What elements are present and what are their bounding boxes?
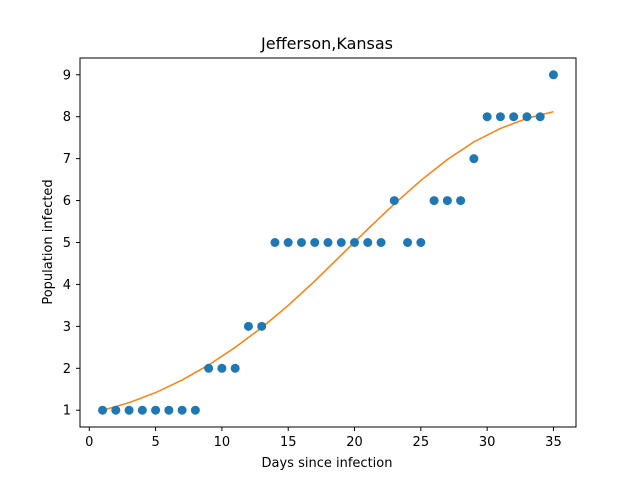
x-axis-ticks: 0 5 10 15 20 25 30 35	[85, 427, 562, 450]
data-point	[535, 112, 545, 122]
x-tick-label: 35	[545, 435, 562, 450]
chart-title: Jefferson,Kansas	[260, 34, 393, 53]
data-point	[217, 363, 227, 373]
y-tick-label: 4	[63, 278, 71, 293]
plot-layer	[98, 70, 558, 415]
data-point	[350, 238, 360, 247]
y-tick-label: 3	[63, 320, 71, 335]
data-point	[151, 405, 161, 415]
y-tick-label: 7	[63, 152, 71, 167]
data-point	[230, 363, 240, 373]
data-point	[164, 405, 174, 415]
x-tick-label: 20	[346, 435, 363, 450]
data-point	[363, 238, 373, 247]
data-point	[296, 238, 306, 247]
x-tick-label: 25	[413, 435, 430, 450]
data-point	[522, 112, 532, 122]
data-point	[403, 238, 413, 247]
data-point	[429, 196, 439, 206]
data-point	[204, 363, 214, 373]
x-tick-label: 10	[214, 435, 231, 450]
data-point	[111, 405, 121, 415]
data-point	[270, 238, 280, 247]
y-axis-ticks: 1 2 3 4 5 6 7 8 9	[63, 68, 80, 419]
data-point	[495, 112, 505, 122]
x-tick-label: 15	[280, 435, 297, 450]
data-point	[283, 238, 293, 247]
data-point	[548, 70, 558, 80]
y-tick-label: 8	[63, 110, 71, 125]
x-axis-label: Days since infection	[262, 456, 393, 471]
y-axis-label: Population infected	[41, 179, 56, 304]
fit-curve-line	[102, 110, 554, 411]
data-point	[389, 196, 399, 206]
data-point	[442, 196, 452, 206]
data-point	[177, 405, 187, 415]
data-point	[323, 238, 333, 247]
data-point	[124, 405, 134, 415]
y-tick-label: 1	[63, 404, 71, 419]
x-tick-label: 30	[479, 435, 496, 450]
y-tick-label: 5	[63, 236, 71, 251]
x-tick-label: 5	[151, 435, 159, 450]
data-point	[190, 405, 200, 415]
data-point	[376, 238, 386, 247]
data-point	[469, 154, 479, 164]
data-point	[456, 196, 466, 206]
y-tick-label: 9	[63, 68, 71, 83]
data-point	[137, 405, 147, 415]
data-point	[336, 238, 346, 247]
x-tick-label: 0	[85, 435, 93, 450]
data-point	[482, 112, 492, 122]
data-point	[416, 238, 426, 247]
y-tick-label: 6	[63, 194, 71, 209]
data-point	[509, 112, 519, 122]
data-point	[98, 405, 108, 415]
data-point	[243, 321, 253, 331]
y-tick-label: 2	[63, 362, 71, 377]
data-point	[310, 238, 320, 247]
data-point	[257, 321, 267, 331]
